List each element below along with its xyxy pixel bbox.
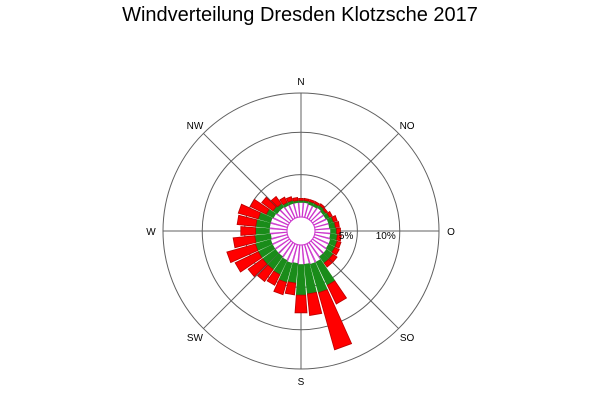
bar-high-260 xyxy=(232,235,257,249)
bar-high-160 xyxy=(318,289,353,351)
bar-mid-180 xyxy=(295,264,307,296)
bar-high-120 xyxy=(331,246,340,256)
bar-high-220 xyxy=(257,264,274,283)
ring-label-10pct: 10% xyxy=(376,231,396,242)
bar-high-330 xyxy=(279,196,288,206)
bar-high-230 xyxy=(247,258,268,278)
ring-label-5pct: 5% xyxy=(339,231,354,242)
wind-rose-bars xyxy=(226,195,353,351)
bar-high-40 xyxy=(319,203,326,209)
bar-high-170 xyxy=(306,291,323,316)
direction-label-N: N xyxy=(297,77,304,88)
direction-labels: N NO O SO S SW W NW 5% 10% xyxy=(146,77,455,388)
radial-line-SW xyxy=(203,240,292,329)
bar-high-100 xyxy=(336,234,342,242)
direction-label-S: S xyxy=(298,377,305,388)
bar-high-150 xyxy=(326,280,348,305)
direction-label-W: W xyxy=(146,227,156,238)
direction-label-NO: NO xyxy=(400,121,415,132)
bar-high-10 xyxy=(303,197,310,202)
bar-high-60 xyxy=(326,210,333,218)
radial-line-SO xyxy=(310,240,399,329)
radial-line-NO xyxy=(310,133,399,222)
calm-core xyxy=(286,216,316,246)
bar-high-280 xyxy=(236,214,258,227)
direction-label-O: O xyxy=(447,227,455,238)
bar-high-210 xyxy=(266,270,281,286)
bar-high-140 xyxy=(323,258,333,268)
bar-high-90 xyxy=(336,227,341,235)
direction-label-NW: NW xyxy=(187,121,204,132)
chart-title: Windverteilung Dresden Klotzsche 2017 xyxy=(122,4,478,26)
direction-label-SW: SW xyxy=(187,333,204,344)
direction-label-SO: SO xyxy=(400,333,415,344)
bar-high-70 xyxy=(331,215,338,223)
bar-high-340 xyxy=(285,196,293,203)
radial-line-NW xyxy=(203,133,292,222)
bar-high-190 xyxy=(284,281,297,296)
bar-high-270 xyxy=(240,226,257,236)
bar-high-240 xyxy=(234,251,263,273)
bar-high-300 xyxy=(249,198,270,215)
bar-high-290 xyxy=(237,203,261,220)
bar-high-0 xyxy=(298,197,304,201)
bar-high-250 xyxy=(226,243,259,264)
bar-high-80 xyxy=(334,221,340,228)
bar-high-350 xyxy=(292,197,299,202)
bar-high-200 xyxy=(273,279,287,296)
bar-high-320 xyxy=(270,195,282,208)
bar-high-30 xyxy=(313,200,320,207)
bar-high-130 xyxy=(328,253,338,263)
bar-high-50 xyxy=(322,207,329,214)
bar-high-110 xyxy=(334,240,342,249)
bar-high-20 xyxy=(308,198,315,204)
bar-high-310 xyxy=(261,196,277,212)
bar-mid-270 xyxy=(255,227,270,235)
bar-high-180 xyxy=(294,294,308,314)
bar-mid-90 xyxy=(330,227,338,235)
